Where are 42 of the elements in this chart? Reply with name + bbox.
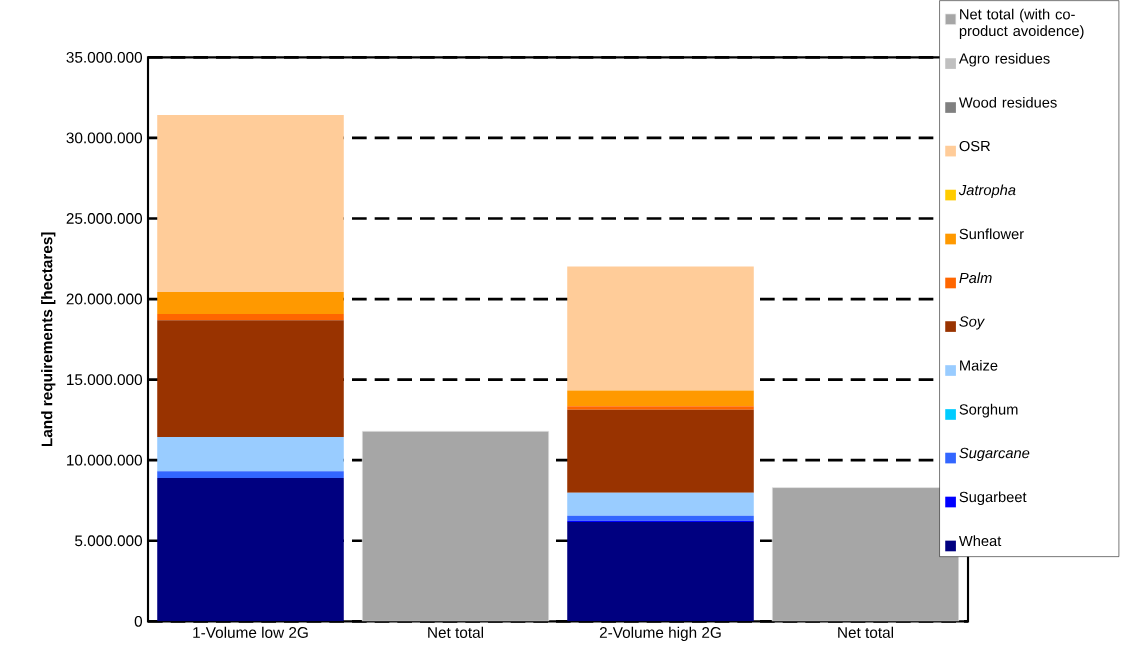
y-tick-label: 20.000.000 [66, 293, 143, 305]
y-tick-label: 15.000.000 [67, 374, 143, 386]
bar [771, 487, 960, 622]
bar [567, 266, 754, 391]
legend-label: Jatropha [958, 184, 1016, 199]
x-tick-label: 2-Volume high 2G [599, 626, 721, 641]
bar [157, 115, 344, 293]
bar [567, 521, 754, 622]
y-tick-label: 30.000.000 [66, 132, 143, 144]
bar [157, 436, 344, 472]
legend-label: Net total (with co-product avoidence) [959, 8, 1084, 39]
bar [157, 477, 344, 622]
legend-label: Agro residues [958, 52, 1050, 67]
bar [567, 409, 754, 493]
legend-label: Soy [959, 316, 985, 330]
bar [567, 492, 754, 516]
y-tick-label: 0 [134, 615, 143, 627]
legend-label: Wheat [958, 535, 1002, 547]
bar [157, 314, 344, 321]
bar [567, 406, 754, 410]
x-tick-label: Net total [838, 626, 894, 638]
legend-label: Sugarbeet [959, 491, 1027, 506]
y-tick-label: 5.000.000 [75, 535, 143, 547]
bar [157, 320, 344, 437]
legend-label: Sorghum [959, 403, 1018, 418]
bar [361, 430, 550, 622]
y-tick-label: 35.000.000 [66, 51, 143, 63]
y-tick-label: 10.000.000 [67, 454, 143, 466]
y-tick-label: 25.000.000 [66, 213, 143, 224]
legend-label: Wood residues [958, 96, 1057, 108]
legend-label: Maize [960, 359, 998, 371]
bar [157, 471, 344, 478]
legend-label: Sugarcane [959, 447, 1030, 462]
x-tick-label: Net total [428, 626, 484, 638]
legend-label: OSR [959, 140, 991, 152]
x-tick-label: 1-Volume low 2G [193, 626, 308, 638]
y-axis-title: Land requirements [hectares] [41, 232, 56, 447]
bar [157, 292, 344, 315]
bar [567, 515, 754, 521]
bar [567, 390, 754, 407]
legend-label: Palm [959, 272, 992, 284]
legend-label: Sunflower [959, 228, 1024, 240]
